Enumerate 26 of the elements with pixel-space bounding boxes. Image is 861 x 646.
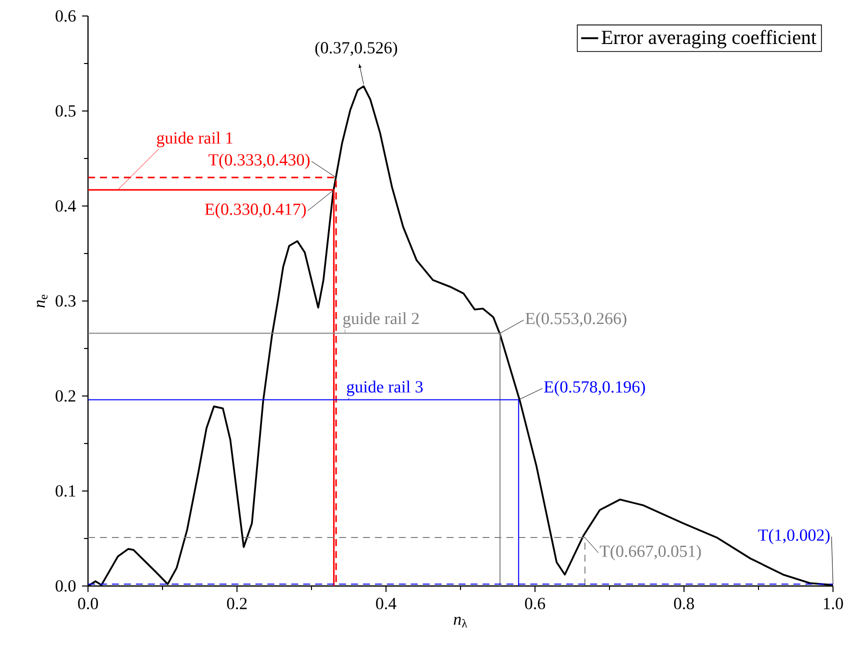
- annotation: E(0.578,0.196): [544, 380, 645, 396]
- x-tick-label: 0.8: [674, 598, 694, 610]
- legend-label: guide rail 2: [343, 312, 419, 328]
- annotation: T(0.333,0.430): [208, 154, 310, 170]
- y-tick-label: 0.5: [56, 105, 76, 117]
- y-tick-label: 0.1: [56, 485, 76, 497]
- x-tick-label: 0.6: [525, 598, 546, 610]
- y-tick-label: 0.6: [56, 10, 76, 22]
- annotation: (0.37,0.526): [315, 42, 398, 57]
- legend-label: Error averaging coefficient: [602, 30, 816, 48]
- y-tick-label: 0.4: [56, 200, 76, 212]
- x-tick-label: 0.0: [78, 598, 98, 610]
- y-tick-label: 0.3: [56, 295, 76, 307]
- x-tick-label: 1.0: [824, 598, 843, 610]
- text: guide rail 1: [156, 132, 232, 148]
- x-tick-label: 0.4: [376, 598, 396, 610]
- annotation: T(0.667,0.051): [600, 545, 701, 560]
- y-tick-label: 0.0: [56, 580, 76, 592]
- y-axis-title: n$_{e}$: [36, 294, 48, 308]
- x-tick-label: 0.2: [227, 598, 247, 610]
- annotation: T(1,0.002): [758, 528, 830, 544]
- x-axis-title: n$_{λ}$: [454, 616, 468, 628]
- legend-label: guide rail 3: [346, 380, 423, 396]
- annotation: E(0.330,0.417): [204, 203, 306, 218]
- annotation: E(0.553,0.266): [526, 312, 626, 328]
- y-tick-label: 0.2: [56, 390, 76, 402]
